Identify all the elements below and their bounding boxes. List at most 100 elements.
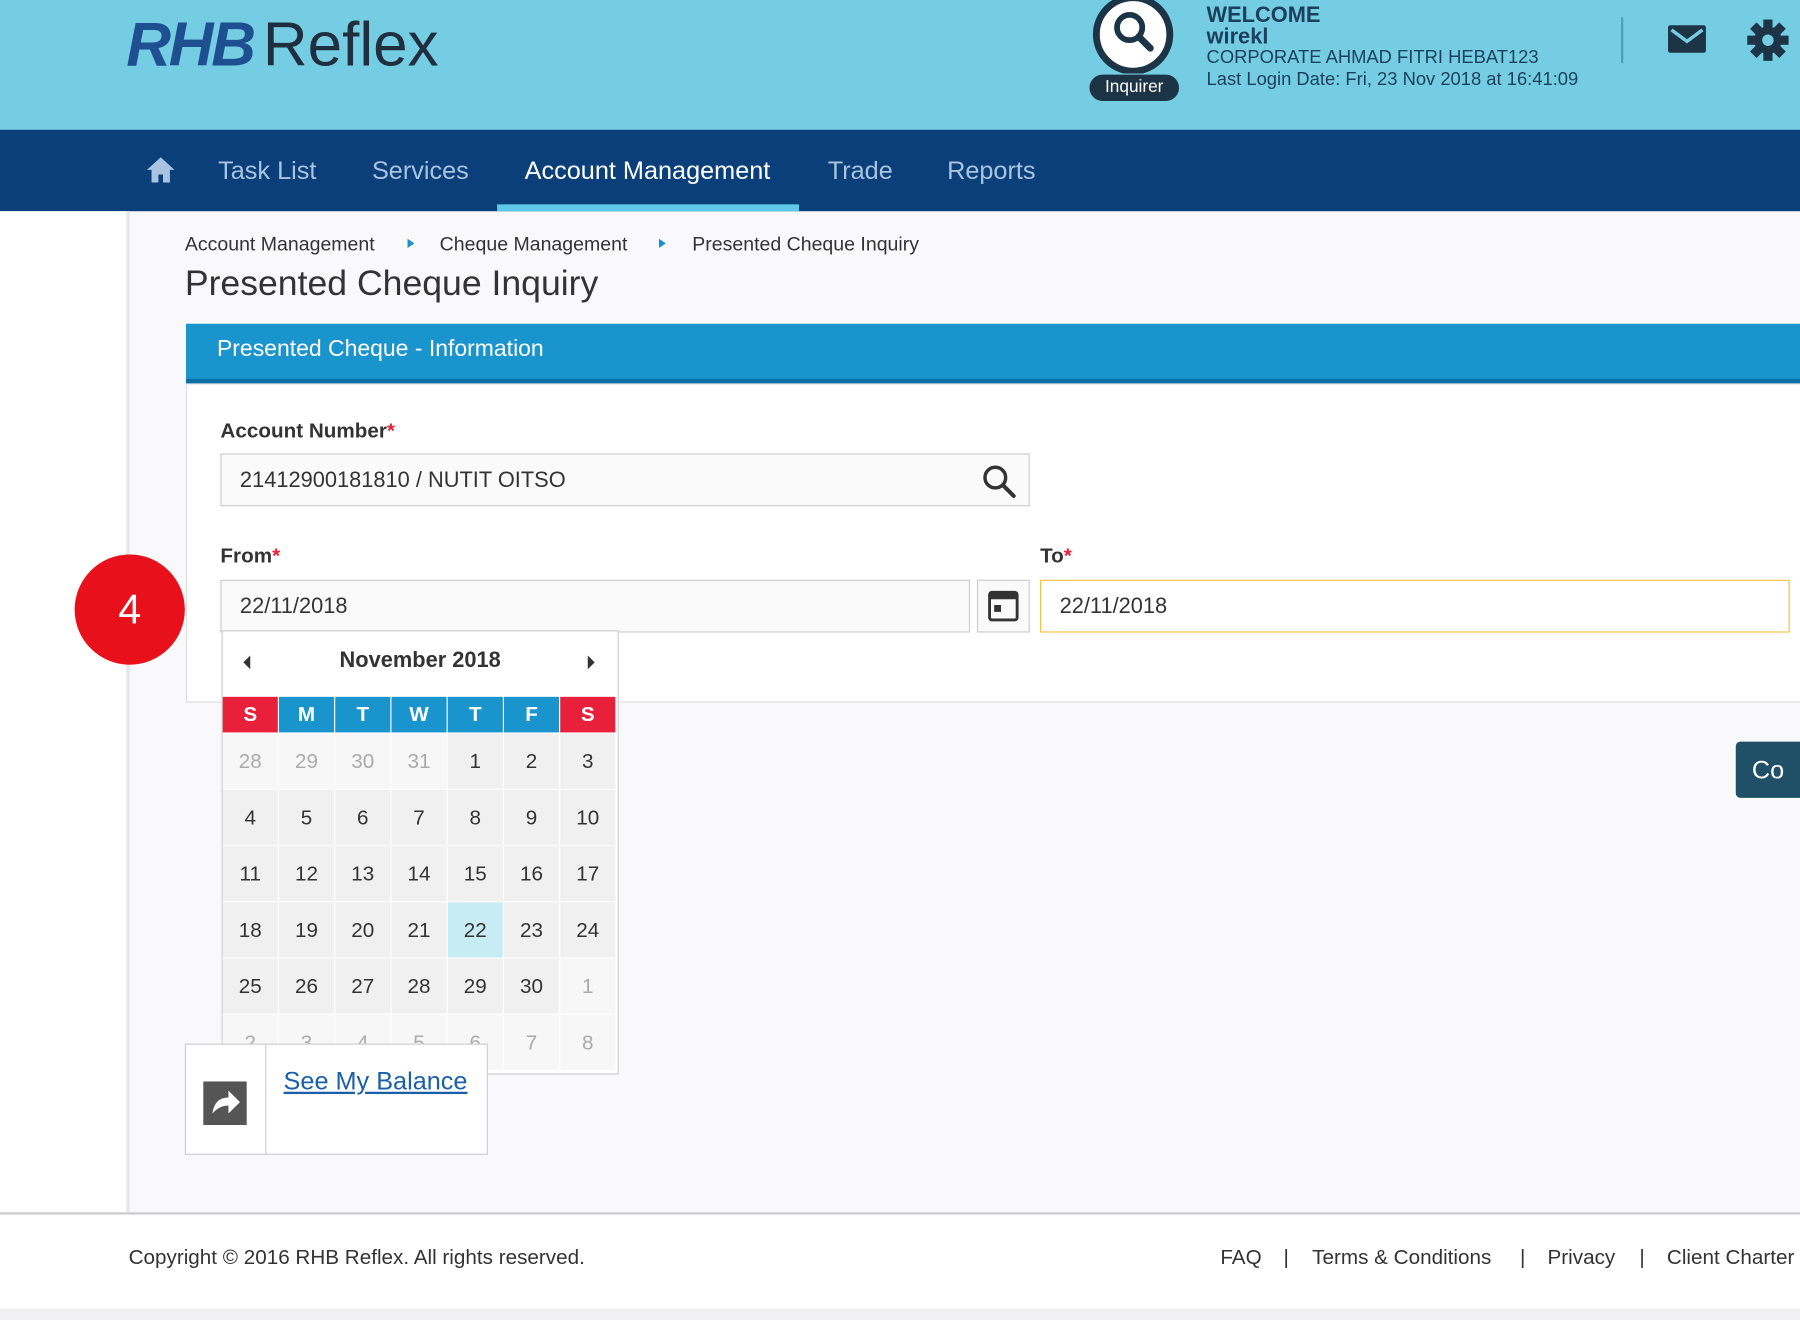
day-cell[interactable]: 24 xyxy=(560,902,616,958)
day-cell[interactable]: 1 xyxy=(560,958,616,1014)
day-cell[interactable]: 12 xyxy=(278,846,335,902)
footer-link[interactable]: FAQ xyxy=(1220,1245,1262,1269)
day-cell[interactable]: 5 xyxy=(278,789,335,845)
day-cell[interactable]: 10 xyxy=(560,789,616,845)
calendar-icon xyxy=(988,590,1019,622)
day-cell[interactable]: 7 xyxy=(391,789,447,845)
divider xyxy=(265,1043,267,1155)
day-cell[interactable]: 25 xyxy=(222,958,278,1014)
day-cell[interactable]: 9 xyxy=(503,789,560,845)
day-cell[interactable]: 28 xyxy=(222,733,278,789)
footer xyxy=(0,1212,1800,1312)
submit-button[interactable]: Co xyxy=(1735,741,1800,798)
account-input[interactable]: 21412900181810 / NUTIT OITSO xyxy=(220,453,1030,507)
to-input[interactable]: 22/11/2018 xyxy=(1040,579,1790,633)
day-cell[interactable]: 30 xyxy=(335,733,391,789)
divider xyxy=(1620,17,1624,64)
next-month[interactable] xyxy=(585,654,596,670)
field-label: Account Number* xyxy=(220,419,395,443)
day-cell[interactable]: 14 xyxy=(391,846,447,902)
nav-item[interactable]: Reports xyxy=(947,156,1036,185)
day-cell[interactable]: 30 xyxy=(503,958,560,1014)
day-cell[interactable]: 2 xyxy=(503,733,560,789)
footer-separator: | xyxy=(1639,1245,1645,1269)
breadcrumb-item[interactable]: Cheque Management xyxy=(439,233,628,255)
day-cell[interactable]: 31 xyxy=(391,733,447,789)
datepicker: November 2018 S M T W T F S 28 29 30 31 1 2 3 4 5 6 7 8 9 10… xyxy=(221,630,619,1075)
step-badge: 4 xyxy=(74,554,185,665)
footer-bottom xyxy=(0,1308,1800,1320)
prev-month[interactable] xyxy=(241,654,252,670)
role-badge: Inquirer xyxy=(1089,74,1179,102)
nav-item[interactable]: Task List xyxy=(218,156,317,185)
weekday-header: W xyxy=(391,696,447,733)
breadcrumb-arrow xyxy=(658,238,666,248)
field-label: From* xyxy=(220,544,280,568)
nav-item[interactable]: Services xyxy=(371,156,469,185)
required-mark: * xyxy=(1063,544,1072,568)
footer-separator: | xyxy=(1519,1245,1526,1269)
label-text: Account Number xyxy=(220,419,387,442)
day-cell[interactable]: 29 xyxy=(447,958,503,1014)
welcome: WELCOME xyxy=(1206,3,1321,28)
day-cell[interactable]: 8 xyxy=(560,1014,616,1070)
weekday-header: F xyxy=(503,696,560,733)
share-icon[interactable] xyxy=(203,1081,247,1126)
page-title: Presented Cheque Inquiry xyxy=(184,262,599,304)
footer-link[interactable]: Privacy xyxy=(1547,1245,1616,1269)
search-icon[interactable] xyxy=(982,464,1016,498)
weekday-header: M xyxy=(278,696,335,733)
day-cell[interactable]: 19 xyxy=(278,902,335,958)
day-cell[interactable]: 3 xyxy=(560,733,616,789)
day-cell[interactable]: 23 xyxy=(503,902,560,958)
weekday-header: S xyxy=(222,696,278,733)
day-cell[interactable]: 17 xyxy=(560,846,616,902)
day-cell[interactable]: 27 xyxy=(335,958,391,1014)
nav-bar xyxy=(0,129,1800,212)
nav-item[interactable]: Trade xyxy=(827,156,893,185)
weekday-header: T xyxy=(447,696,503,733)
day-cell[interactable]: 16 xyxy=(503,846,560,902)
nav-underline xyxy=(497,204,800,212)
home-icon[interactable] xyxy=(146,156,176,184)
from-input[interactable]: 22/11/2018 xyxy=(220,579,971,633)
breadcrumb-item[interactable]: Account Management xyxy=(184,233,375,255)
nav-item-active[interactable]: Account Management xyxy=(524,156,771,185)
day-cell[interactable]: 20 xyxy=(335,902,391,958)
calendar-button[interactable] xyxy=(976,579,1030,633)
day-cell[interactable]: 4 xyxy=(222,789,278,845)
weekday-header: T xyxy=(335,696,391,733)
logo-text: Reflex xyxy=(262,10,439,80)
left-gutter xyxy=(0,211,130,1213)
required-mark: * xyxy=(386,419,395,442)
footer-link[interactable]: Client Charter xyxy=(1666,1245,1795,1269)
logo[interactable]: RHB Reflex xyxy=(126,9,438,80)
day-cell[interactable]: 29 xyxy=(278,733,335,789)
day-cell[interactable]: 18 xyxy=(222,902,278,958)
day-cell[interactable]: 7 xyxy=(503,1014,560,1070)
day-cell[interactable]: 11 xyxy=(222,846,278,902)
last-login: Last Login Date: Fri, 23 Nov 2018 at 16:… xyxy=(1206,70,1579,90)
day-cell[interactable]: 8 xyxy=(447,789,503,845)
header xyxy=(0,0,1800,130)
month-label: November 2018 xyxy=(339,648,501,673)
footer-separator: | xyxy=(1283,1245,1289,1269)
weekday-header: S xyxy=(560,696,616,733)
day-cell[interactable]: 15 xyxy=(447,846,503,902)
panel-title: Presented Cheque - Information xyxy=(216,336,544,362)
day-cell[interactable]: 28 xyxy=(391,958,447,1014)
day-cell[interactable]: 26 xyxy=(278,958,335,1014)
day-cell[interactable]: 1 xyxy=(447,733,503,789)
breadcrumb-arrow xyxy=(407,238,415,248)
footer-link[interactable]: Terms & Conditions xyxy=(1312,1245,1492,1269)
day-cell[interactable]: 21 xyxy=(391,902,447,958)
balance-link[interactable]: See My Balance xyxy=(283,1066,468,1096)
label-text: From xyxy=(220,544,273,568)
day-cell[interactable]: 6 xyxy=(335,789,391,845)
day-cell[interactable]: 13 xyxy=(335,846,391,902)
mail-icon[interactable] xyxy=(1667,23,1708,55)
day-cell[interactable]: 22 xyxy=(447,902,503,958)
settings-icon[interactable] xyxy=(1745,17,1791,63)
